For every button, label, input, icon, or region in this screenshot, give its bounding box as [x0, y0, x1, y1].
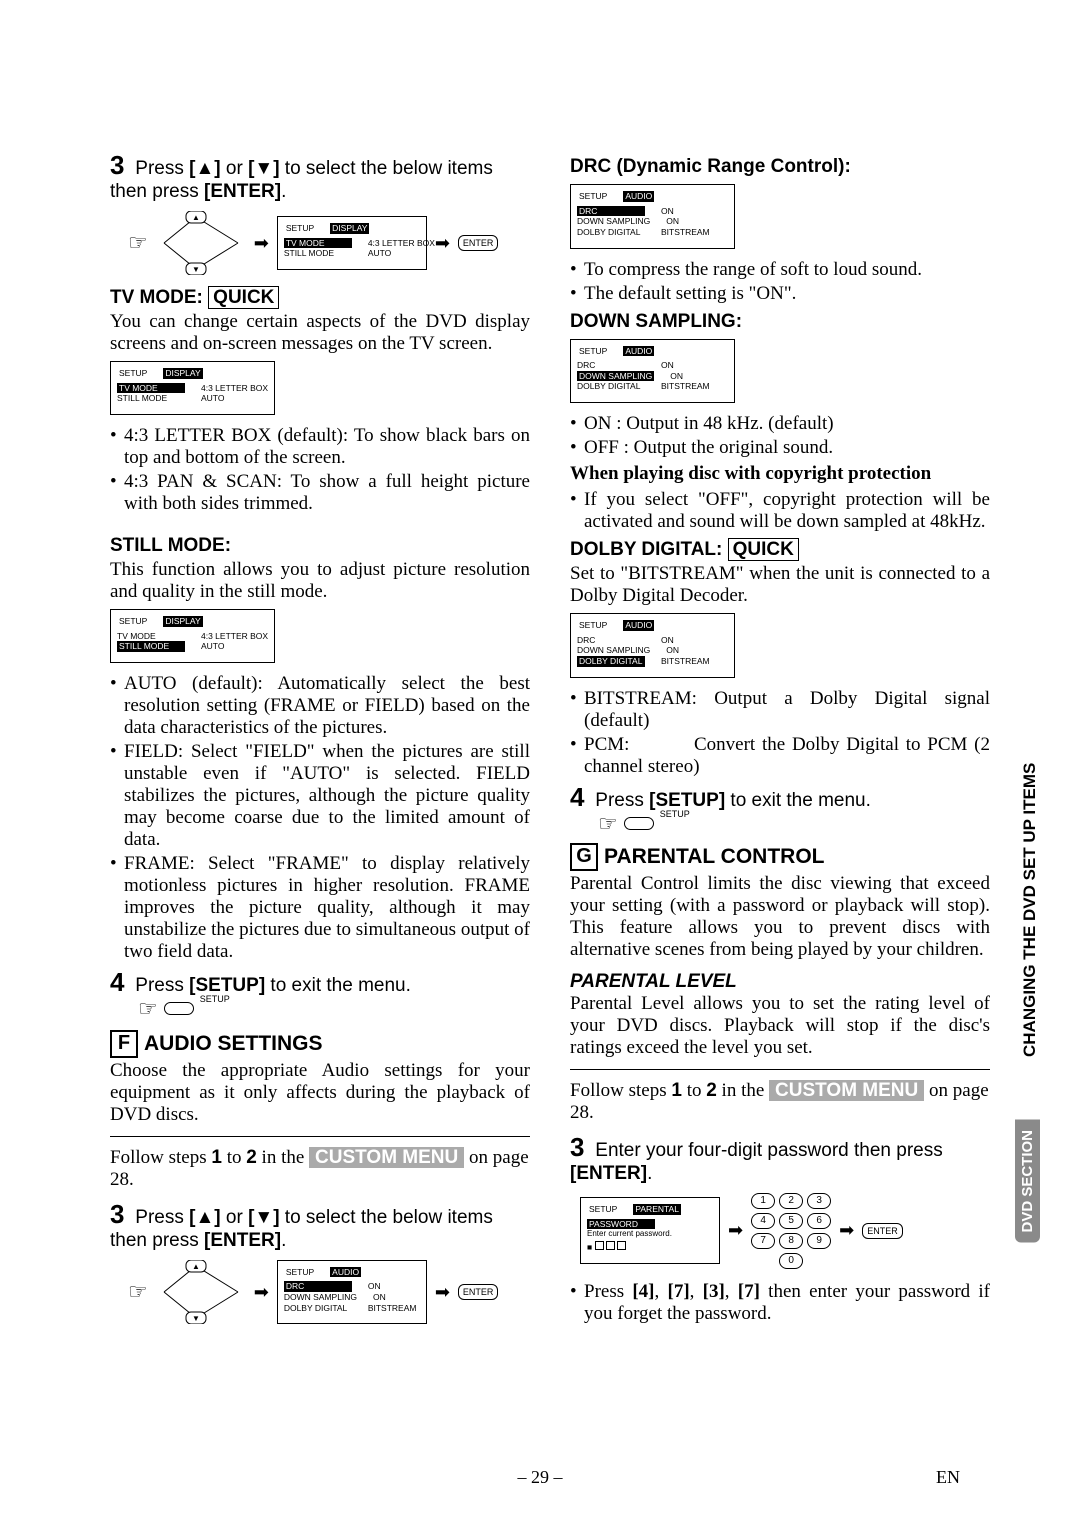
custom-menu-badge: CUSTOM MENU — [769, 1080, 924, 1101]
password-figure: SETUPPARENTAL PASSWORD Enter current pas… — [580, 1193, 990, 1269]
numpad-diagram: 123 456 789 0 — [751, 1193, 831, 1269]
follow-steps: Follow steps 1 to 2 in the CUSTOM MENU o… — [110, 1147, 530, 1191]
section-f-header: F AUDIO SETTINGS — [110, 1030, 323, 1058]
step-4-exit: 4 Press [SETUP] to exit the menu. — [110, 967, 530, 998]
dolby-menu: SETUPAUDIO DRCON DOWN SAMPLINGON DOLBY D… — [570, 613, 735, 678]
list-item: The default setting is "ON". — [570, 283, 990, 305]
svg-text:▼: ▼ — [192, 1314, 200, 1323]
parental-desc: Parental Control limits the disc viewing… — [570, 873, 990, 961]
divider — [110, 1136, 530, 1137]
down-sampling-heading: DOWN SAMPLING: — [570, 311, 990, 333]
hand-icon: ☞ — [138, 998, 158, 1020]
hand-icon: ☞ — [128, 1281, 148, 1303]
list-item: OFF : Output the original sound. — [570, 437, 990, 459]
up-icon: ▲ — [195, 158, 214, 179]
tv-mode-menu: SETUPDISPLAY TV MODE4:3 LETTER BOX STILL… — [110, 361, 275, 415]
still-mode-desc: This function allows you to adjust pictu… — [110, 559, 530, 603]
list-item: FRAME: Select "FRAME" to display relativ… — [110, 853, 530, 963]
drc-menu: SETUPAUDIO DRCON DOWN SAMPLINGON DOLBY D… — [570, 184, 735, 249]
arrow-right-icon: ➡ — [254, 233, 269, 254]
svg-text:▲: ▲ — [192, 1262, 200, 1271]
enter-key-icon: ENTER — [458, 1284, 499, 1300]
display-menu-diagram: SETUPDISPLAY TV MODE4:3 LETTER BOX STILL… — [277, 216, 427, 270]
section-g-header: G PARENTAL CONTROL — [570, 843, 825, 871]
down-sampling-menu: SETUPAUDIO DRCON DOWN SAMPLINGON DOLBY D… — [570, 339, 735, 404]
side-tab-chapter: CHANGING THE DVD SET UP ITEMS — [1020, 720, 1040, 1100]
divider — [570, 1069, 990, 1070]
still-mode-heading: STILL MODE: — [110, 535, 530, 557]
step-3-audio: 3 Press [▲] or [▼] to select the below i… — [110, 1199, 530, 1252]
quick-badge: QUICK — [208, 286, 279, 309]
step-3-display: 3 Press [▲] or [▼] to select the below i… — [110, 150, 530, 203]
dolby-heading: DOLBY DIGITAL: QUICK — [570, 539, 990, 561]
nav-figure-audio: ☞ ▲ ▼ ➡ SETUPAUDIO DRCON DOWN SAMPLINGON… — [128, 1260, 530, 1325]
forgot-password-tip: Press [4], [7], [3], [7] then enter your… — [570, 1281, 990, 1325]
step-number: 3 — [110, 150, 130, 181]
dolby-desc: Set to "BITSTREAM" when the unit is conn… — [570, 563, 990, 607]
setup-key-icon — [624, 817, 654, 830]
page-footer: – 29 – EN — [0, 1467, 1080, 1488]
setup-key-icon — [164, 1002, 194, 1015]
enter-key-icon: ENTER — [862, 1223, 903, 1239]
left-column: 3 Press [▲] or [▼] to select the below i… — [110, 150, 530, 1336]
copyright-warning: When playing disc with copyright protect… — [570, 463, 990, 485]
section-title: AUDIO SETTINGS — [144, 1032, 323, 1056]
audio-settings-desc: Choose the appropriate Audio settings fo… — [110, 1060, 530, 1126]
list-item: BITSTREAM: Output a Dolby Digital signal… — [570, 688, 990, 732]
tv-mode-desc: You can change certain aspects of the DV… — [110, 311, 530, 355]
hand-icon: ☞ — [598, 813, 618, 835]
quick-badge: QUICK — [728, 538, 799, 561]
still-mode-menu: SETUPDISPLAY TV MODE4:3 LETTER BOX STILL… — [110, 609, 275, 663]
section-letter: G — [570, 843, 598, 871]
list-item: FIELD: Select "FIELD" when the pictures … — [110, 741, 530, 851]
list-item: ON : Output in 48 kHz. (default) — [570, 413, 990, 435]
custom-menu-badge: CUSTOM MENU — [309, 1147, 464, 1168]
list-item: PCM:Convert the Dolby Digital to PCM (2 … — [570, 734, 990, 778]
parental-level-heading: PARENTAL LEVEL — [570, 971, 990, 993]
right-column: DRC (Dynamic Range Control): SETUPAUDIO … — [570, 150, 990, 1336]
section-letter: F — [110, 1030, 138, 1058]
hand-icon: ☞ — [128, 232, 148, 254]
list-item: AUTO (default): Automatically select the… — [110, 673, 530, 739]
list-item: 4:3 PAN & SCAN: To show a full height pi… — [110, 471, 530, 515]
svg-text:▲: ▲ — [192, 213, 200, 222]
page-number: – 29 – — [518, 1467, 563, 1487]
svg-text:▼: ▼ — [192, 265, 200, 274]
nav-figure-display: ☞ ▲ ▼ ➡ SETUPDISPLAY TV MODE4:3 LETTER B… — [128, 211, 530, 275]
tv-mode-heading: TV MODE: QUICK — [110, 287, 530, 309]
enter-key-icon: ENTER — [458, 235, 499, 251]
step-4-exit-b: 4 Press [SETUP] to exit the menu. — [570, 782, 990, 813]
step-3-password: 3 Enter your four-digit password then pr… — [570, 1132, 990, 1185]
list-item: 4:3 LETTER BOX (default): To show black … — [110, 425, 530, 469]
page-lang: EN — [936, 1467, 960, 1488]
section-title: PARENTAL CONTROL — [604, 845, 825, 869]
side-tab-section: DVD SECTION — [1015, 1120, 1040, 1243]
list-item: If you select "OFF", copyright protectio… — [570, 489, 990, 533]
arrow-right-icon: ➡ — [435, 233, 450, 254]
down-icon: ▼ — [254, 158, 273, 179]
parental-level-desc: Parental Level allows you to set the rat… — [570, 993, 990, 1059]
drc-heading: DRC (Dynamic Range Control): — [570, 156, 990, 178]
list-item: To compress the range of soft to loud so… — [570, 259, 990, 281]
follow-steps-b: Follow steps 1 to 2 in the CUSTOM MENU o… — [570, 1080, 990, 1124]
